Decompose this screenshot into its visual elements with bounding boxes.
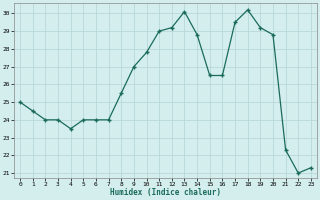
X-axis label: Humidex (Indice chaleur): Humidex (Indice chaleur): [110, 188, 221, 197]
